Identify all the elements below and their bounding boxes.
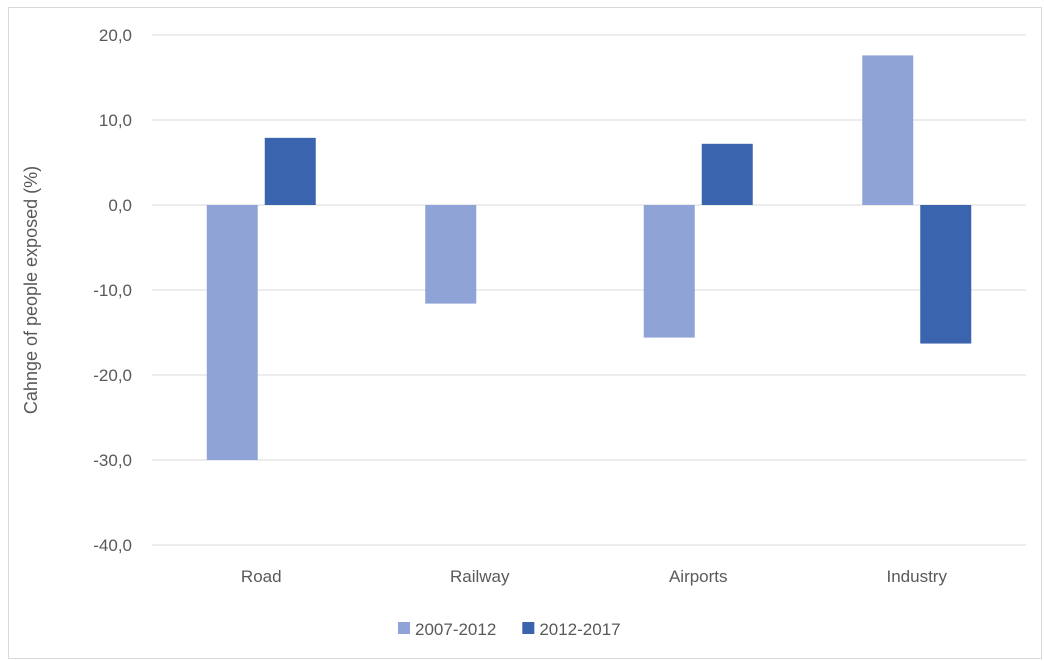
x-tick-label: Railway (450, 567, 510, 586)
bar-airports-2012-2017 (701, 143, 753, 205)
bars (206, 55, 972, 460)
y-tick-label: 0,0 (108, 196, 132, 215)
bar-road-2007-2012 (206, 205, 258, 460)
legend-label: 2007-2012 (415, 620, 496, 639)
bar-airports-2007-2012 (643, 205, 695, 338)
y-tick-label: 10,0 (99, 111, 132, 130)
y-tick-label: 20,0 (99, 26, 132, 45)
bar-railway-2007-2012 (425, 205, 477, 304)
y-tick-label: -40,0 (93, 536, 132, 555)
bar-industry-2007-2012 (862, 55, 914, 206)
y-tick-label: -20,0 (93, 366, 132, 385)
legend-swatch (522, 622, 535, 634)
x-tick-label: Airports (669, 567, 728, 586)
legend-label: 2012-2017 (539, 620, 620, 639)
x-tick-labels: Road Railway Airports Industry (241, 567, 948, 586)
x-tick-label: Road (241, 567, 282, 586)
y-tick-label: -10,0 (93, 281, 132, 300)
x-tick-label: Industry (887, 567, 948, 586)
legend: 2007-2012 2012-2017 (398, 620, 621, 639)
y-axis-title: Cahnge of people exposed (%) (21, 166, 41, 414)
y-tick-labels: 20,0 10,0 0,0 -10,0 -20,0 -30,0 -40,0 (93, 26, 132, 555)
y-tick-label: -30,0 (93, 451, 132, 470)
legend-swatch (398, 622, 410, 634)
bar-road-2012-2017 (264, 137, 316, 205)
bar-industry-2012-2017 (920, 205, 972, 344)
